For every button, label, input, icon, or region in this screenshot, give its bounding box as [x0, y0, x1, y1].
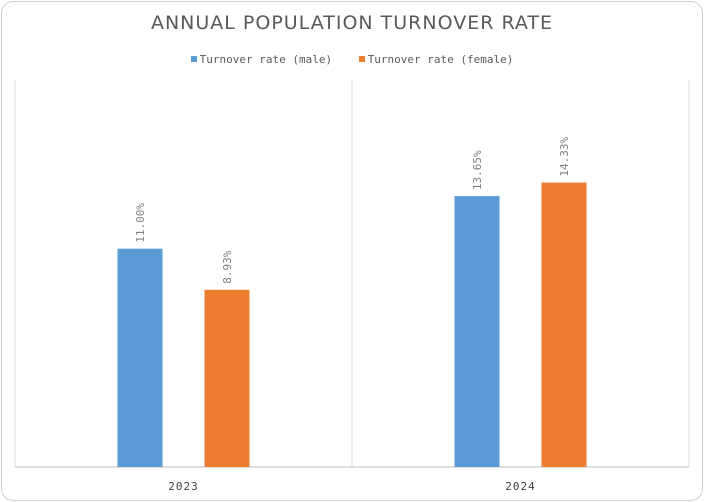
- bar-2024-female: [541, 182, 587, 467]
- legend-label-male: Turnover rate (male): [199, 52, 333, 66]
- legend: Turnover rate (male) Turnover rate (fema…: [0, 52, 704, 66]
- legend-swatch-male: [190, 56, 197, 62]
- legend-item-male: Turnover rate (male): [190, 52, 333, 66]
- legend-item-female: Turnover rate (female): [358, 52, 514, 66]
- x-tick-label-2024: 2024: [505, 480, 536, 493]
- data-label-2023-female: 8.93%: [221, 250, 234, 283]
- legend-swatch-female: [358, 56, 365, 62]
- x-tick-label-2023: 2023: [168, 480, 199, 493]
- data-label-2024-male: 13.65%: [471, 150, 484, 190]
- bar-2023-female: [204, 289, 250, 467]
- chart-title: ANNUAL POPULATION TURNOVER RATE: [150, 12, 554, 34]
- data-label-2023-male: 11.00%: [134, 203, 147, 243]
- bar-2023-male: [117, 248, 163, 467]
- data-label-2024-female: 14.33%: [558, 136, 571, 176]
- legend-label-female: Turnover rate (female): [367, 52, 514, 66]
- bar-2024-male: [454, 196, 500, 467]
